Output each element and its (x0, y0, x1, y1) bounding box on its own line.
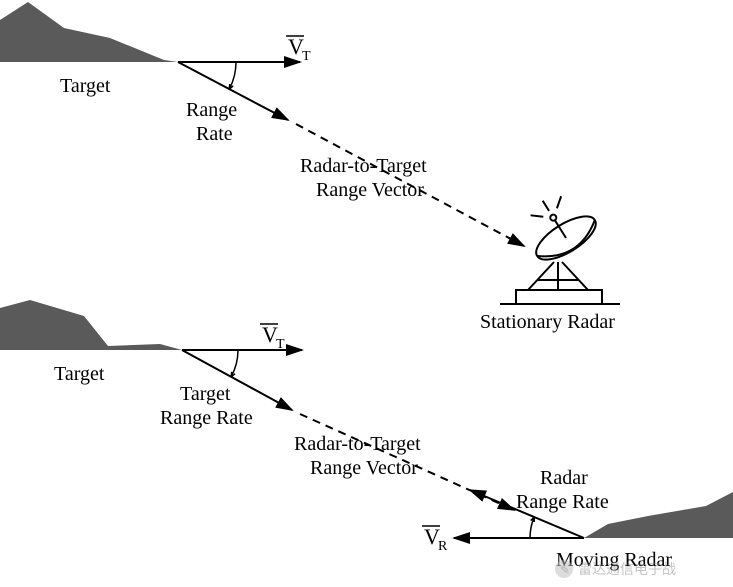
bottom-range-vector-label-2: Range Vector (310, 457, 418, 479)
bottom-terrain-left (0, 300, 182, 350)
top-scenario: Target VT RangeRate Radar-to-TargetRange Ve… (0, 2, 620, 333)
bottom-radar-rr-label-1: Radar (540, 467, 588, 489)
top-target-label: Target (60, 75, 111, 97)
bottom-target-rr-label-2: Range Rate (160, 407, 253, 429)
top-range-vector-label-2: Range Vector (316, 179, 424, 201)
bottom-target-label: Target (54, 363, 105, 385)
svg-text:✎: ✎ (560, 563, 570, 577)
top-terrain (0, 2, 178, 62)
top-range-rate-label-1: Range (186, 99, 237, 121)
svg-text:T: T (302, 49, 311, 64)
stationary-radar-label: Stationary Radar (480, 311, 615, 333)
bottom-range-vector-label-1: Radar-to-Target (294, 433, 421, 455)
bottom-target-rr-label-1: Target (180, 383, 231, 405)
top-range-rate-label-2: Rate (196, 123, 233, 145)
top-range-vector-label-1: Radar-to-Target (300, 155, 427, 177)
bottom-scenario: TargetVTTargetRange RateRadar-to-TargetR… (0, 300, 733, 571)
bottom-vt-label: VT (260, 322, 285, 352)
svg-text:雷达通信电子战: 雷达通信电子战 (578, 561, 676, 577)
bottom-vr-label: VR (422, 524, 448, 554)
bottom-radar-rr-label-2: Range Rate (516, 491, 609, 513)
svg-text:R: R (438, 539, 448, 554)
top-vt-label: VT (286, 34, 311, 64)
svg-text:T: T (276, 337, 285, 352)
